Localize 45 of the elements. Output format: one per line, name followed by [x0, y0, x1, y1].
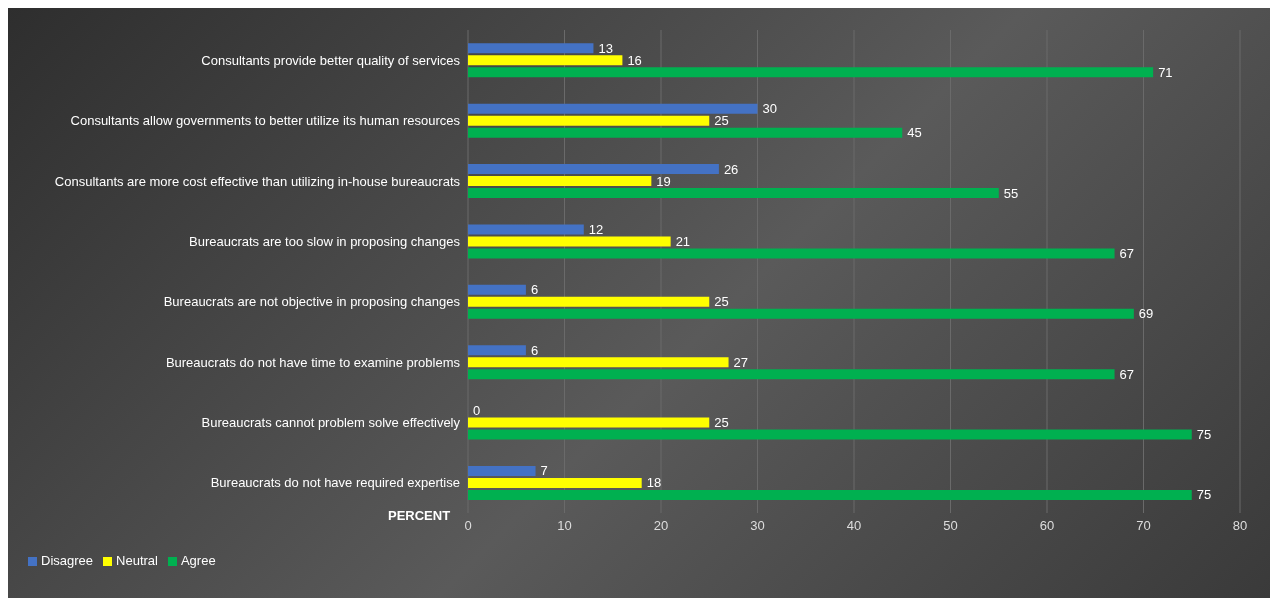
x-tick-label: 80 [1232, 518, 1248, 534]
data-label: 25 [714, 294, 729, 310]
x-tick-label: 50 [943, 518, 958, 534]
data-label: 27 [733, 354, 749, 370]
data-label: 0 [473, 403, 481, 419]
y-tick-label: Consultants allow governments to better utilize its human resources [70, 113, 461, 129]
data-label: 25 [714, 113, 729, 129]
y-tick-label: Bureaucrats cannot problem solve effectively [201, 415, 461, 431]
data-label: 25 [714, 415, 729, 431]
data-label: 19 [656, 173, 671, 189]
data-label: 16 [627, 52, 642, 68]
x-tick-label: 60 [1039, 518, 1055, 534]
y-tick-label: Bureaucrats do not have required expertise [210, 475, 460, 491]
data-label: 67 [1119, 245, 1135, 261]
x-axis-title: PERCENT [388, 508, 451, 524]
legend-label: Neutral [116, 553, 158, 568]
data-label: 75 [1196, 487, 1212, 503]
data-label: 7 [540, 463, 548, 479]
y-tick-label: Bureaucrats do not have time to examine problems [165, 354, 461, 370]
y-tick-label: Consultants provide better quality of services [201, 52, 461, 68]
x-tick-label: 20 [653, 518, 669, 534]
data-label: 6 [530, 342, 539, 358]
data-label: 18 [646, 475, 662, 491]
legend-label: Agree [180, 553, 216, 568]
data-label: 21 [675, 233, 691, 249]
data-label: 6 [530, 282, 539, 298]
x-tick-label: 70 [1136, 518, 1151, 534]
data-label: 30 [762, 101, 777, 117]
x-tick-label: 40 [846, 518, 862, 534]
x-tick-label: 0 [464, 518, 472, 534]
data-label: 13 [598, 40, 613, 56]
data-label: 55 [1003, 185, 1019, 201]
y-tick-label: Consultants are more cost effective than utilizing in-house bureaucrats [54, 173, 461, 189]
data-label: 45 [907, 125, 922, 141]
y-tick-label: Bureaucrats are not objective in proposing changes [163, 294, 461, 310]
x-tick-label: 10 [557, 518, 572, 534]
data-label: 26 [723, 161, 739, 177]
data-label: 12 [588, 221, 604, 237]
data-label: 71 [1158, 64, 1173, 80]
data-label: 69 [1138, 306, 1154, 322]
x-tick-label: 30 [750, 518, 765, 534]
legend-label: Disagree [41, 553, 94, 568]
y-tick-label: Bureaucrats are too slow in proposing changes [189, 233, 461, 249]
data-label: 67 [1119, 366, 1135, 382]
data-label: 75 [1196, 427, 1212, 443]
